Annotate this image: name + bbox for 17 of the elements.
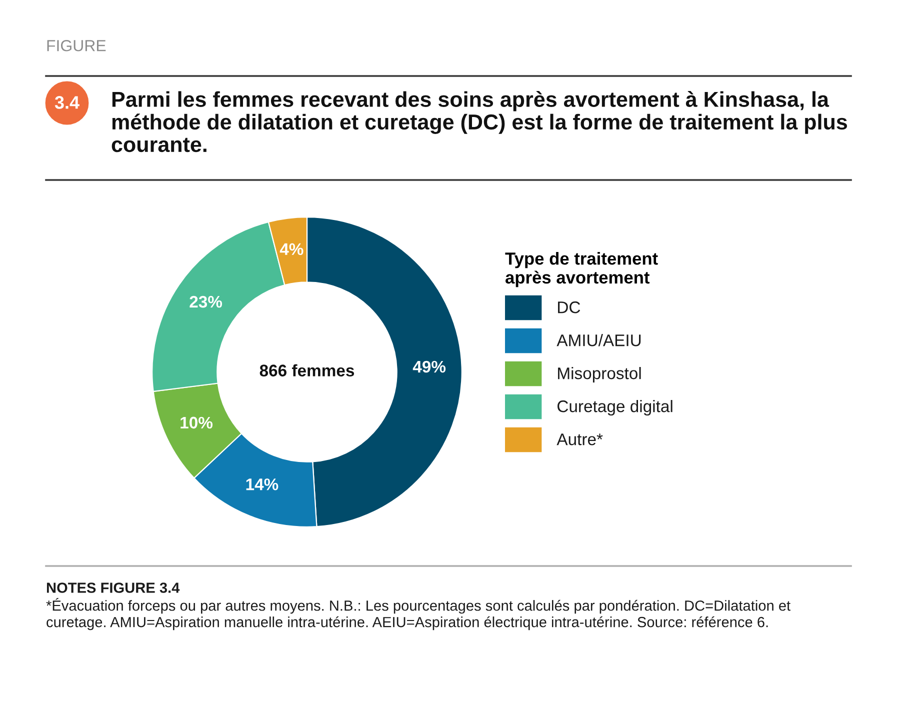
- text: 866 femmes: [260, 364, 354, 376]
- chart-title: Parmi les femmes recevant des soins après avortement à Kinshasa, la méthode de dilatation et curetage (DC) est la forme de traitement la plus courante.: [112, 91, 847, 152]
- text: *Évacuation forceps ou par autres moyens. N.B.: Les pourcentages sont calculés par pondération. DC=Dilatation et curetage. AMIU=Aspiration manuelle intra-utérine. AEIU=Aspiration électrique intra-utérine. Source: référence 6.: [46, 598, 790, 630]
- legend-label: Autre*: [556, 434, 603, 446]
- text: FIGURE: [47, 40, 106, 52]
- data-label: 10%: [180, 416, 213, 429]
- legend-label: AMIU/AEIU: [556, 334, 641, 346]
- data-label: 23%: [190, 296, 222, 308]
- text: NOTES FIGURE 3.4: [46, 582, 180, 593]
- data-label: 14%: [246, 478, 278, 490]
- text: 3.4: [54, 96, 80, 109]
- legend-title: Type de traitement après avortement: [505, 252, 658, 288]
- data-label: 4%: [280, 243, 304, 256]
- legend-label: Curetage digital: [558, 400, 672, 416]
- data-label: 49%: [412, 360, 446, 373]
- legend-label: DC: [558, 301, 580, 314]
- legend-label: Misoprostol: [558, 366, 641, 383]
